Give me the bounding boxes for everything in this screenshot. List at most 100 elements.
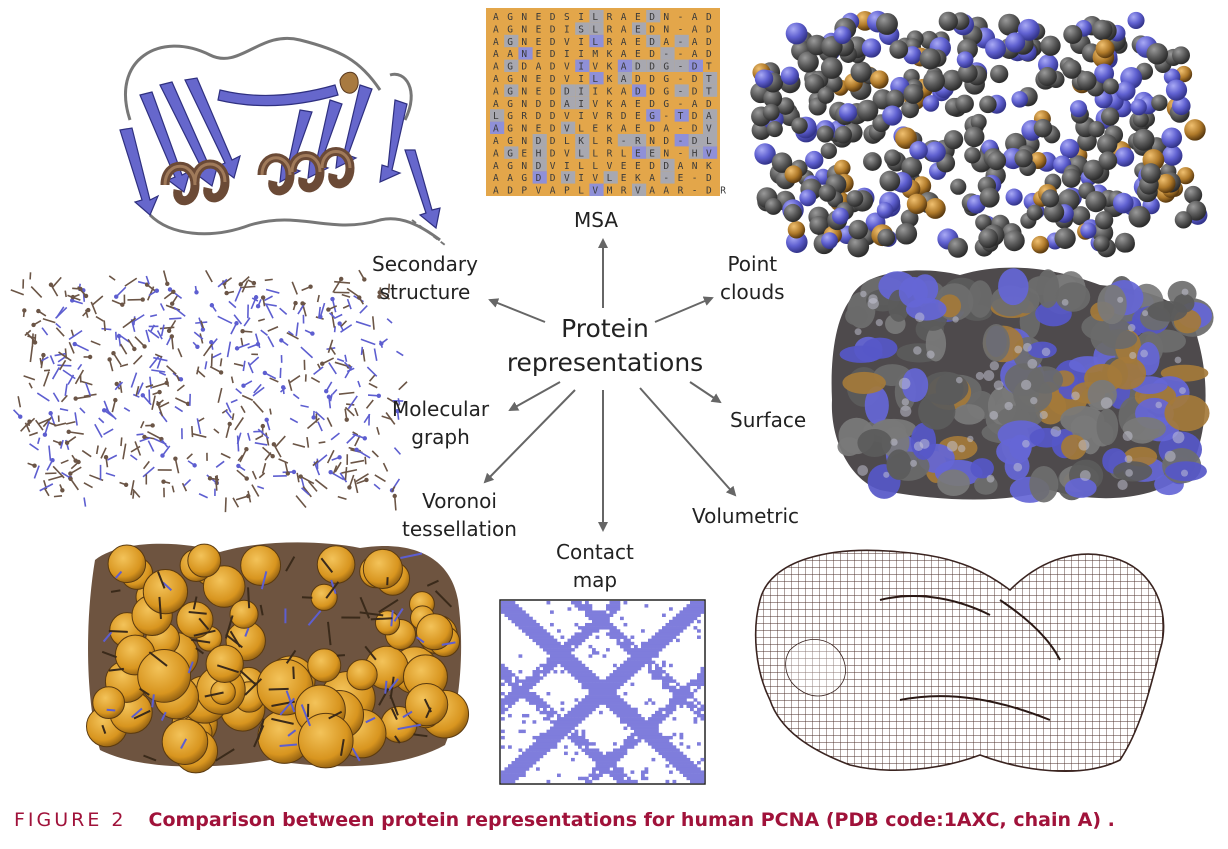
- svg-text:V: V: [564, 148, 570, 159]
- svg-text:G: G: [507, 111, 513, 122]
- svg-text:I: I: [578, 49, 584, 60]
- svg-text:G: G: [507, 74, 513, 85]
- svg-text:D: D: [649, 37, 655, 48]
- svg-text:D: D: [649, 24, 655, 35]
- svg-text:D: D: [550, 37, 556, 48]
- svg-text:A: A: [621, 99, 627, 110]
- svg-text:L: L: [592, 74, 598, 85]
- svg-text:A: A: [493, 37, 499, 48]
- svg-text:I: I: [564, 49, 570, 60]
- svg-text:N: N: [521, 24, 527, 35]
- svg-text:V: V: [536, 186, 542, 197]
- figure-graphics: A G N E D S I L R A E D N - A DA G N E D I S L R A E D N - A DA G N E D V I L…: [10, 8, 1214, 785]
- svg-text:N: N: [521, 37, 527, 48]
- svg-text:E: E: [635, 99, 641, 110]
- svg-text:N: N: [663, 24, 669, 35]
- svg-text:E: E: [635, 24, 641, 35]
- label-secondary-line2: structure: [379, 280, 471, 304]
- svg-text:A: A: [493, 136, 499, 147]
- svg-text:A: A: [493, 74, 499, 85]
- svg-text:D: D: [706, 99, 712, 110]
- svg-text:K: K: [607, 86, 613, 97]
- svg-text:A: A: [692, 99, 698, 110]
- svg-text:D: D: [706, 173, 712, 184]
- svg-text:D: D: [635, 86, 641, 97]
- svg-text:E: E: [635, 49, 641, 60]
- svg-text:D: D: [649, 62, 655, 73]
- svg-text:R: R: [635, 136, 641, 147]
- label-voronoi-line1: Voronoi: [422, 489, 497, 513]
- svg-text:I: I: [578, 74, 584, 85]
- svg-text:A: A: [621, 124, 627, 135]
- svg-text:L: L: [592, 161, 598, 172]
- svg-text:R: R: [621, 186, 627, 197]
- svg-text:A: A: [649, 173, 655, 184]
- svg-text:A: A: [663, 186, 669, 197]
- svg-text:D: D: [550, 136, 556, 147]
- svg-text:K: K: [706, 161, 712, 172]
- svg-text:T: T: [706, 74, 712, 85]
- svg-text:D: D: [649, 124, 655, 135]
- molecular-graph-image: [10, 269, 408, 513]
- svg-text:L: L: [706, 136, 712, 147]
- svg-text:V: V: [706, 148, 712, 159]
- svg-text:N: N: [649, 136, 655, 147]
- arrow-to-secondary-structure: [488, 298, 546, 323]
- svg-text:R: R: [607, 136, 613, 147]
- svg-text:R: R: [607, 37, 613, 48]
- svg-text:D: D: [536, 111, 542, 122]
- svg-text:A: A: [706, 111, 712, 122]
- svg-text:E: E: [621, 173, 627, 184]
- svg-text:I: I: [578, 12, 584, 23]
- svg-text:D: D: [649, 161, 655, 172]
- svg-text:I: I: [564, 24, 570, 35]
- svg-text:D: D: [536, 99, 542, 110]
- svg-text:R: R: [607, 24, 613, 35]
- svg-text:G: G: [663, 74, 669, 85]
- label-contact-map: Contact map: [556, 538, 634, 594]
- svg-text:G: G: [507, 148, 513, 159]
- svg-text:D: D: [621, 111, 627, 122]
- svg-text:E: E: [635, 37, 641, 48]
- svg-text:A: A: [663, 124, 669, 135]
- svg-text:A: A: [493, 49, 499, 60]
- svg-text:D: D: [550, 173, 556, 184]
- svg-text:D: D: [550, 99, 556, 110]
- svg-text:D: D: [649, 74, 655, 85]
- point-clouds-image: [750, 10, 1208, 258]
- svg-text:V: V: [564, 37, 570, 48]
- svg-text:A: A: [493, 24, 499, 35]
- svg-text:D: D: [550, 86, 556, 97]
- svg-text:N: N: [521, 86, 527, 97]
- svg-text:L: L: [578, 124, 584, 135]
- svg-text:R: R: [607, 111, 613, 122]
- svg-text:D: D: [536, 173, 542, 184]
- svg-text:G: G: [507, 24, 513, 35]
- svg-text:A: A: [493, 62, 499, 73]
- svg-text:D: D: [706, 37, 712, 48]
- svg-text:V: V: [592, 111, 598, 122]
- svg-text:A: A: [536, 62, 542, 73]
- svg-text:A: A: [692, 24, 698, 35]
- svg-text:A: A: [493, 12, 499, 23]
- svg-text:M: M: [607, 186, 613, 197]
- svg-text:A: A: [493, 173, 499, 184]
- svg-text:L: L: [578, 148, 584, 159]
- svg-text:D: D: [692, 124, 698, 135]
- svg-text:N: N: [521, 161, 527, 172]
- svg-text:G: G: [521, 173, 527, 184]
- svg-text:L: L: [592, 12, 598, 23]
- label-molecular-line1: Molecular: [392, 397, 490, 421]
- svg-text:E: E: [678, 173, 684, 184]
- svg-text:A: A: [649, 186, 655, 197]
- svg-text:E: E: [536, 37, 542, 48]
- svg-text:R: R: [720, 186, 726, 197]
- svg-text:R: R: [678, 186, 684, 197]
- secondary-structure-image: [119, 36, 446, 246]
- svg-text:A: A: [493, 124, 499, 135]
- svg-text:I: I: [578, 173, 584, 184]
- svg-text:-: -: [678, 12, 684, 23]
- svg-text:K: K: [607, 49, 613, 60]
- label-molecular-graph: Molecular graph: [392, 395, 489, 451]
- svg-text:P: P: [521, 186, 527, 197]
